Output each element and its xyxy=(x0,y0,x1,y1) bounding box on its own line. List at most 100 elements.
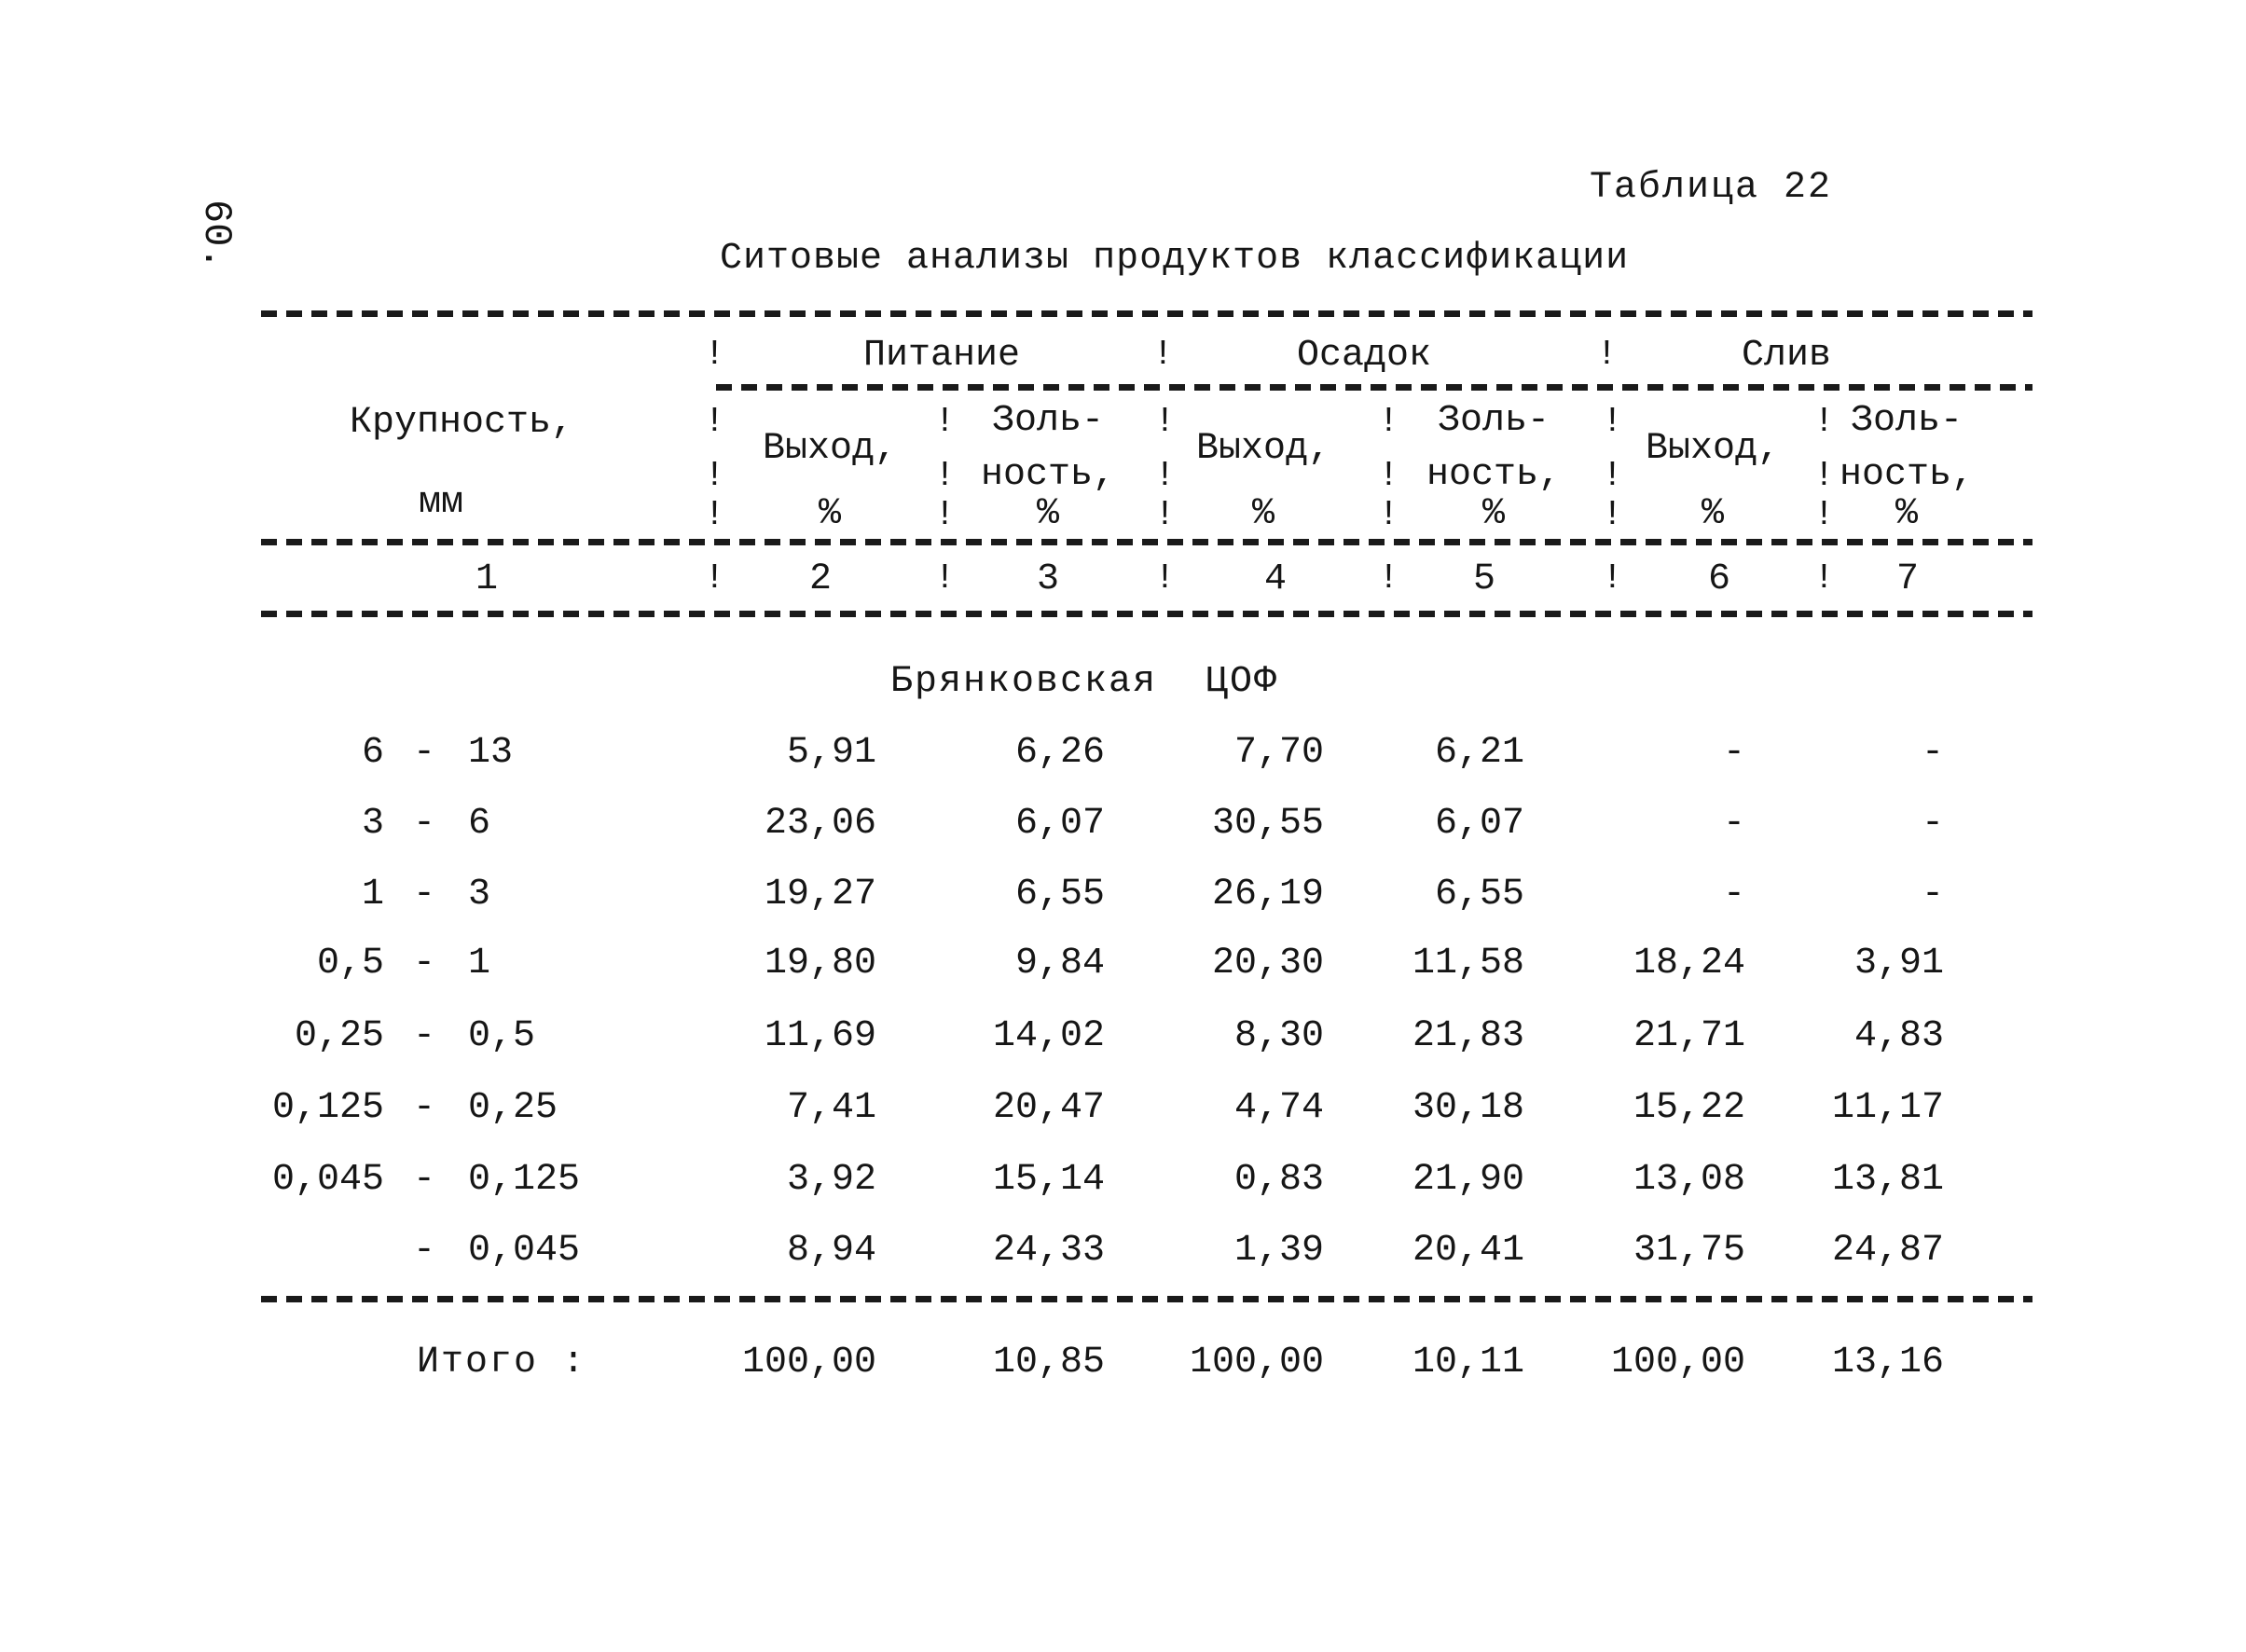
size-from: 3 xyxy=(361,803,384,845)
cell-feed-ash: 6,55 xyxy=(1014,874,1105,915)
subheader-ash-sediment-line2: ность, xyxy=(1426,454,1562,496)
column-separator: ! xyxy=(1378,456,1399,496)
cell-overflow-yield: - xyxy=(1722,732,1745,774)
section-title: Брянковская ЦОФ xyxy=(890,661,1279,703)
total-overflow-yield: 100,00 xyxy=(1610,1342,1745,1384)
group-header-feed: Питание xyxy=(862,335,1021,377)
column-separator: ! xyxy=(1813,456,1835,496)
column-number-6: 6 xyxy=(1707,558,1731,600)
cell-overflow-ash: 13,81 xyxy=(1831,1159,1944,1201)
size-to: 0,045 xyxy=(468,1230,581,1272)
table-top-rule xyxy=(261,310,2032,317)
range-dash: - xyxy=(412,943,436,984)
size-to: 3 xyxy=(468,874,491,915)
cell-feed-ash: 6,26 xyxy=(1014,732,1105,774)
cell-feed-yield: 19,27 xyxy=(764,874,876,915)
size-column-header-line1: Крупность, xyxy=(349,402,574,444)
column-separator: ! xyxy=(1154,558,1176,599)
column-separator: ! xyxy=(1152,335,1174,375)
size-to: 6 xyxy=(468,803,491,845)
column-separator: ! xyxy=(1813,402,1835,442)
cell-overflow-ash: - xyxy=(1921,874,1944,915)
subheader-ash-feed-line3: % xyxy=(1036,493,1060,535)
column-separator: ! xyxy=(934,558,956,599)
size-to: 0,5 xyxy=(468,1015,536,1057)
range-dash: - xyxy=(412,1015,436,1057)
subheader-ash-sediment-line1: Золь- xyxy=(1437,400,1550,442)
column-separator: ! xyxy=(1378,558,1399,599)
total-feed-ash: 10,85 xyxy=(992,1342,1105,1384)
cell-overflow-yield: - xyxy=(1722,803,1745,845)
subheader-yield-sediment-line2: % xyxy=(1251,493,1275,535)
size-column-header-line2: мм xyxy=(418,482,464,524)
subheader-ash-feed-line1: Золь- xyxy=(991,400,1105,442)
cell-sediment-ash: 6,21 xyxy=(1434,732,1524,774)
cell-overflow-yield: 15,22 xyxy=(1633,1087,1745,1129)
cell-feed-ash: 20,47 xyxy=(992,1087,1105,1129)
size-from: 0,045 xyxy=(271,1159,384,1201)
column-separator: ! xyxy=(1813,558,1835,599)
subheader-ash-feed-line2: ность, xyxy=(980,454,1116,496)
subheader-yield-feed-line2: % xyxy=(818,493,842,535)
column-separator: ! xyxy=(1154,495,1176,535)
group-header-overflow: Слив xyxy=(1741,335,1832,377)
cell-sediment-yield: 4,74 xyxy=(1233,1087,1324,1129)
cell-overflow-yield: 13,08 xyxy=(1633,1159,1745,1201)
column-number-3: 3 xyxy=(1036,558,1060,600)
cell-feed-yield: 8,94 xyxy=(786,1230,876,1272)
cell-overflow-yield: 21,71 xyxy=(1633,1015,1745,1057)
cell-sediment-ash: 21,90 xyxy=(1412,1159,1524,1201)
cell-sediment-yield: 30,55 xyxy=(1211,803,1324,845)
total-sediment-yield: 100,00 xyxy=(1189,1342,1324,1384)
column-separator: ! xyxy=(1602,456,1623,496)
column-number-5: 5 xyxy=(1472,558,1496,600)
cell-feed-yield: 3,92 xyxy=(786,1159,876,1201)
column-separator: ! xyxy=(1602,402,1623,442)
column-separator: ! xyxy=(934,456,956,496)
size-to: 0,125 xyxy=(468,1159,581,1201)
cell-sediment-yield: 0,83 xyxy=(1233,1159,1324,1201)
column-number-rule xyxy=(261,611,2032,617)
column-separator: ! xyxy=(1378,402,1399,442)
cell-sediment-ash: 6,55 xyxy=(1434,874,1524,915)
cell-overflow-ash: - xyxy=(1921,732,1944,774)
subheader-ash-overflow-line3: % xyxy=(1895,493,1919,535)
column-number-2: 2 xyxy=(808,558,833,600)
range-dash: - xyxy=(412,803,436,845)
size-to: 1 xyxy=(468,943,491,984)
subheader-ash-sediment-line3: % xyxy=(1481,493,1506,535)
cell-overflow-yield: 31,75 xyxy=(1633,1230,1745,1272)
column-separator: ! xyxy=(1602,495,1623,535)
group-header-sediment: Осадок xyxy=(1296,335,1432,377)
total-sediment-ash: 10,11 xyxy=(1412,1342,1524,1384)
cell-overflow-ash: 11,17 xyxy=(1831,1087,1944,1129)
cell-feed-ash: 6,07 xyxy=(1014,803,1105,845)
cell-feed-yield: 7,41 xyxy=(786,1087,876,1129)
subheader-yield-feed-line1: Выход, xyxy=(762,428,898,470)
cell-sediment-ash: 11,58 xyxy=(1412,943,1524,984)
column-separator: ! xyxy=(1596,335,1618,375)
cell-sediment-yield: 1,39 xyxy=(1233,1230,1324,1272)
range-dash: - xyxy=(412,1159,436,1201)
cell-feed-yield: 11,69 xyxy=(764,1015,876,1057)
cell-overflow-yield: 18,24 xyxy=(1633,943,1745,984)
subheader-rule xyxy=(261,539,2032,545)
range-dash: - xyxy=(412,732,436,774)
cell-feed-ash: 14,02 xyxy=(992,1015,1105,1057)
column-separator: ! xyxy=(704,456,725,496)
cell-overflow-ash: 24,87 xyxy=(1831,1230,1944,1272)
size-to: 13 xyxy=(468,732,514,774)
column-separator: ! xyxy=(1154,456,1176,496)
cell-feed-yield: 19,80 xyxy=(764,943,876,984)
size-from: 0,125 xyxy=(271,1087,384,1129)
column-number-1: 1 xyxy=(475,558,499,600)
range-dash: - xyxy=(412,1230,436,1272)
range-dash: - xyxy=(412,1087,436,1129)
total-rule xyxy=(261,1296,2032,1302)
range-dash: - xyxy=(412,874,436,915)
page-number: 60. xyxy=(194,200,239,270)
column-separator: ! xyxy=(704,558,725,599)
cell-feed-yield: 23,06 xyxy=(764,803,876,845)
cell-overflow-ash: - xyxy=(1921,803,1944,845)
